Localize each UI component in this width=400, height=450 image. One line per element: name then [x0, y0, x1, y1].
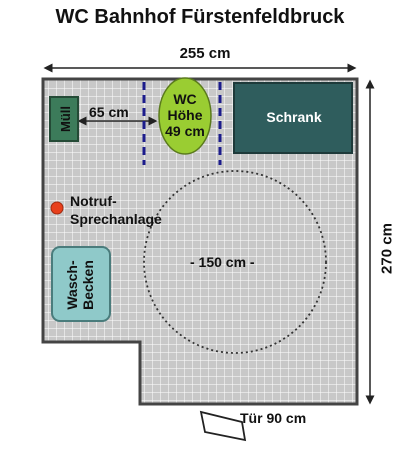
emergency-label-line1: Notruf- — [70, 193, 117, 209]
page-title: WC Bahnhof Fürstenfeldbruck — [55, 6, 345, 28]
width-label: 255 cm — [179, 45, 231, 62]
cabinet-block — [233, 82, 353, 154]
sink-block — [51, 246, 111, 322]
wc-fixture — [158, 77, 212, 155]
wc-label: WC Höhe 49 cm — [165, 91, 205, 139]
turning-circle — [143, 170, 327, 354]
door-icon — [199, 410, 247, 442]
cabinet-label: Schrank — [266, 109, 322, 125]
bin-label: Müll — [57, 106, 73, 132]
bin-block — [49, 96, 79, 142]
height-label: 270 cm — [378, 223, 396, 274]
floor-area — [41, 77, 359, 406]
sink-label: Wasch-Becken — [64, 260, 96, 310]
turning-circle-label: - 150 cm - — [190, 254, 255, 270]
emergency-label-line2: Sprechanlage — [70, 211, 162, 227]
emergency-button-icon — [50, 201, 64, 215]
door-label: Tür 90 cm — [240, 410, 307, 426]
spacing-label: 65 cm — [89, 104, 129, 120]
